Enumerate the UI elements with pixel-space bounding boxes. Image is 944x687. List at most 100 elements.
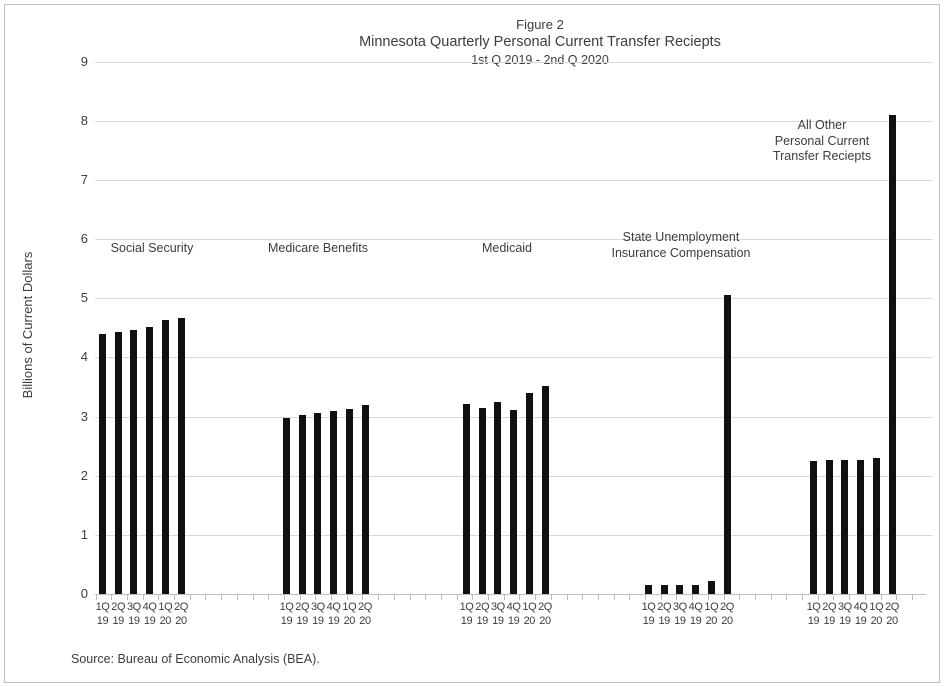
x-axis-tick: [142, 595, 144, 600]
bar-medicaid-1q-19: [463, 404, 470, 594]
x-axis-tick: [189, 595, 191, 600]
x-label-quarter: 1Q: [342, 601, 357, 613]
x-label-year: 19: [296, 615, 308, 627]
chart-title: Minnesota Quarterly Personal Current Tra…: [359, 34, 721, 50]
chart-subtitle: 1st Q 2019 - 2nd Q 2020: [471, 53, 609, 67]
x-axis-tick: [456, 595, 458, 600]
x-label-quarter: 3Q: [490, 601, 505, 613]
x-label-year: 20: [539, 615, 551, 627]
bar-social-security-1q-20: [161, 320, 169, 594]
x-axis-tick: [236, 595, 238, 600]
x-axis-tick: [378, 595, 380, 600]
x-label-year: 20: [175, 615, 187, 627]
bar-all-other-personal-current-transfer-reciepts-2q-19: [825, 460, 833, 594]
bar-social-security-3q-19: [130, 330, 138, 594]
x-label-quarter: 1Q: [806, 601, 821, 613]
x-label-year: 19: [642, 615, 655, 627]
x-axis-tick: [896, 595, 898, 600]
x-axis-line: [95, 594, 926, 595]
x-label-quarter: 4Q: [853, 601, 868, 613]
x-axis-tick: [362, 595, 364, 600]
chart-title-block: Figure 2 Minnesota Quarterly Personal Cu…: [140, 16, 940, 69]
x-axis-tick: [158, 595, 160, 600]
x-label-quarter: 2Q: [822, 601, 837, 613]
bar-state-unemployment-insurance-compensation-3q-19: [676, 585, 684, 594]
x-label-year: 19: [839, 615, 851, 627]
group-label-line: Personal Current: [774, 133, 870, 148]
x-label-quarter: 3Q: [672, 601, 687, 613]
x-label-year: 20: [359, 615, 371, 627]
gridline-5: [95, 298, 933, 299]
x-axis-tick: [95, 595, 97, 600]
x-label-year: 20: [870, 615, 883, 627]
bar-all-other-personal-current-transfer-reciepts-1q-20: [872, 458, 880, 594]
x-label-year: 20: [523, 615, 536, 627]
bar-social-security-2q-19: [114, 332, 122, 594]
x-axis-tick: [692, 595, 694, 600]
x-axis-tick: [739, 595, 741, 600]
x-axis-tick: [268, 595, 270, 600]
bar-social-security-1q-19: [99, 334, 106, 594]
x-label-year: 19: [143, 615, 156, 627]
bar-medicare-benefits-2q-19: [298, 415, 306, 594]
x-axis-tick: [126, 595, 128, 600]
x-label-year: 19: [280, 615, 293, 627]
group-label-all-other-personal-current-transfer-reciepts: All Other Personal Current Transfer Reciep…: [773, 118, 871, 165]
gridline-7: [95, 180, 933, 181]
x-axis-tick: [754, 595, 756, 600]
x-axis-tick: [770, 595, 772, 600]
x-axis-tick: [802, 595, 803, 600]
x-axis-tick: [723, 595, 725, 600]
x-label-quarter: 4Q: [326, 601, 341, 613]
y-tick-label-7: 7: [80, 172, 88, 187]
x-axis-tick: [535, 595, 537, 600]
x-axis-tick: [880, 595, 882, 600]
bar-medicaid-4q-19: [510, 410, 518, 594]
x-axis-tick: [252, 595, 254, 600]
y-tick-label-1: 1: [80, 527, 88, 542]
x-axis-tick: [346, 595, 348, 600]
bar-medicare-benefits-4q-19: [330, 411, 338, 594]
y-tick-label-6: 6: [80, 231, 88, 246]
x-label-year: 20: [705, 615, 718, 627]
x-axis-tick: [550, 595, 552, 600]
y-tick-label-8: 8: [80, 113, 88, 128]
x-axis-tick: [393, 595, 395, 600]
x-label-year: 19: [507, 615, 520, 627]
x-axis-tick: [629, 595, 631, 600]
x-axis-tick: [597, 595, 599, 600]
x-label-quarter: 1Q: [459, 601, 474, 613]
y-tick-label-3: 3: [80, 409, 88, 424]
x-label-quarter: 3Q: [126, 601, 141, 613]
x-label-quarter: 1Q: [95, 601, 110, 613]
x-axis-tick: [174, 595, 175, 600]
x-axis-tick: [331, 595, 332, 600]
bar-state-unemployment-insurance-compensation-2q-19: [660, 585, 668, 594]
x-axis-tick: [221, 595, 223, 600]
x-axis-tick: [911, 595, 913, 600]
x-label-quarter: 2Q: [720, 601, 734, 613]
x-axis-tick: [315, 595, 317, 600]
x-label-year: 20: [886, 615, 898, 627]
x-label-year: 20: [721, 615, 733, 627]
x-axis-tick: [707, 595, 709, 600]
x-axis-tick: [660, 595, 662, 600]
x-label-quarter: 1Q: [158, 601, 173, 613]
x-axis-tick: [488, 595, 489, 600]
bar-all-other-personal-current-transfer-reciepts-4q-19: [857, 460, 865, 594]
x-label-quarter: 2Q: [111, 601, 126, 613]
group-label-line: Transfer Reciepts: [772, 149, 872, 163]
x-label-quarter: 4Q: [142, 601, 157, 613]
bar-state-unemployment-insurance-compensation-2q-20: [723, 295, 731, 594]
x-axis-tick: [472, 595, 474, 600]
x-label-quarter: 1Q: [704, 601, 719, 613]
x-axis-tick: [864, 595, 866, 600]
x-label-year: 19: [492, 615, 504, 627]
x-label-year: 19: [689, 615, 702, 627]
x-label-quarter: 2Q: [475, 601, 490, 613]
x-label-year: 19: [96, 615, 109, 627]
bar-medicare-benefits-2q-20: [361, 405, 369, 594]
x-label-quarter: 2Q: [538, 601, 552, 613]
figure-number: Figure 2: [516, 17, 564, 32]
y-tick-label-0: 0: [80, 586, 88, 601]
